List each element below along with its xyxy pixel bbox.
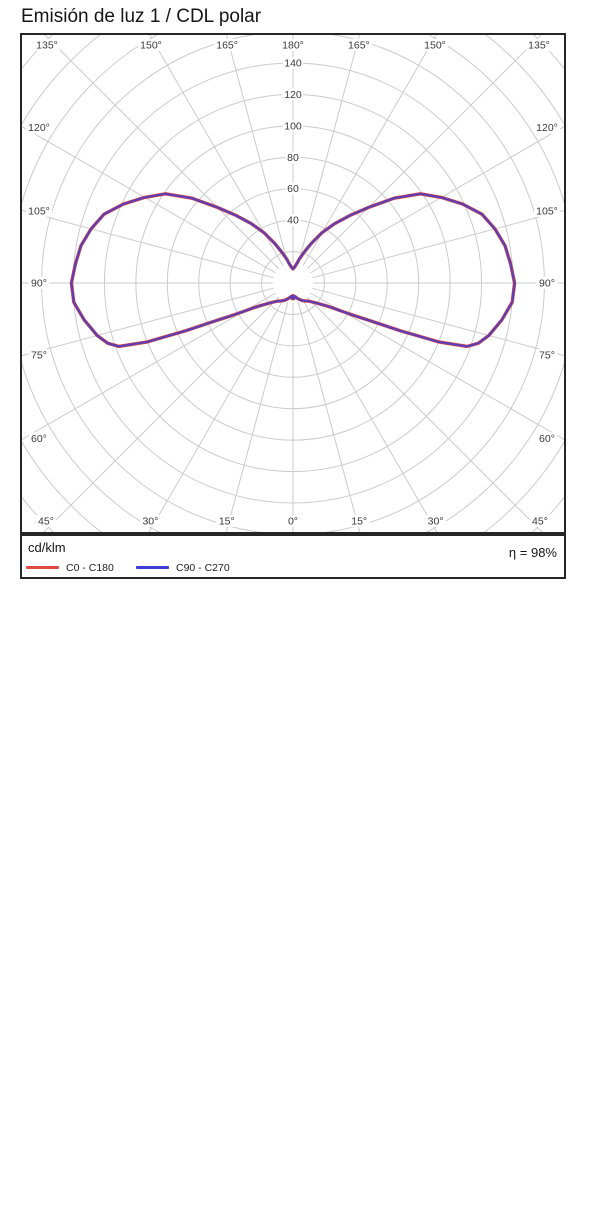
svg-text:15°: 15° <box>351 516 367 528</box>
svg-text:30°: 30° <box>428 516 444 528</box>
page-title: Emisión de luz 1 / CDL polar <box>21 6 262 27</box>
svg-text:15°: 15° <box>219 516 235 528</box>
legend-swatch-c0-c180 <box>26 566 59 569</box>
svg-text:180°: 180° <box>282 40 304 52</box>
svg-text:90°: 90° <box>31 278 47 290</box>
svg-text:40: 40 <box>287 215 299 227</box>
svg-text:105°: 105° <box>28 205 50 217</box>
efficiency-value: η = 98% <box>508 545 557 560</box>
svg-text:45°: 45° <box>38 516 54 528</box>
legend-entry-c0-c180: C0 - C180 <box>26 561 136 575</box>
svg-text:120°: 120° <box>28 122 50 134</box>
svg-text:30°: 30° <box>142 516 158 528</box>
svg-text:105°: 105° <box>536 205 558 217</box>
polar-grid <box>22 35 564 532</box>
svg-text:60°: 60° <box>31 433 47 445</box>
polar-chart-frame: 0° 15° 15° 30° 30° 45° 45° 60° 60° 75° 75° 90° 90° 10… <box>20 33 566 534</box>
svg-text:165°: 165° <box>216 40 238 52</box>
polar-chart-svg: 0° 15° 15° 30° 30° 45° 45° 60° 60° 75° 75° 90° 90° 10… <box>22 35 564 532</box>
svg-text:60°: 60° <box>539 433 555 445</box>
units-label: cd/klm <box>28 540 66 555</box>
svg-text:135°: 135° <box>36 40 58 52</box>
svg-text:100: 100 <box>284 120 302 132</box>
svg-text:0°: 0° <box>288 516 298 528</box>
svg-text:165°: 165° <box>348 40 370 52</box>
svg-text:80: 80 <box>287 152 299 164</box>
svg-text:75°: 75° <box>31 350 47 362</box>
polar-grid-labels: 0° 15° 15° 30° 30° 45° 45° 60° 60° 75° 75° 90° 90° 10… <box>26 39 560 528</box>
legend-label-c90-c270: C90 - C270 <box>176 562 230 574</box>
chart-legend: cd/klm η = 98% C0 - C180 C90 - C270 <box>20 534 566 579</box>
curve-c90-c270 <box>70 192 516 348</box>
legend-label-c0-c180: C0 - C180 <box>66 562 114 574</box>
svg-text:135°: 135° <box>528 40 550 52</box>
svg-text:150°: 150° <box>424 40 446 52</box>
svg-text:45°: 45° <box>532 516 548 528</box>
svg-text:120: 120 <box>284 89 302 101</box>
svg-text:60: 60 <box>287 183 299 195</box>
legend-swatch-c90-c270 <box>136 566 169 569</box>
svg-text:120°: 120° <box>536 122 558 134</box>
svg-text:140: 140 <box>284 58 302 70</box>
legend-entry-c90-c270: C90 - C270 <box>136 561 266 575</box>
svg-text:150°: 150° <box>140 40 162 52</box>
svg-text:75°: 75° <box>539 350 555 362</box>
svg-text:90°: 90° <box>539 278 555 290</box>
